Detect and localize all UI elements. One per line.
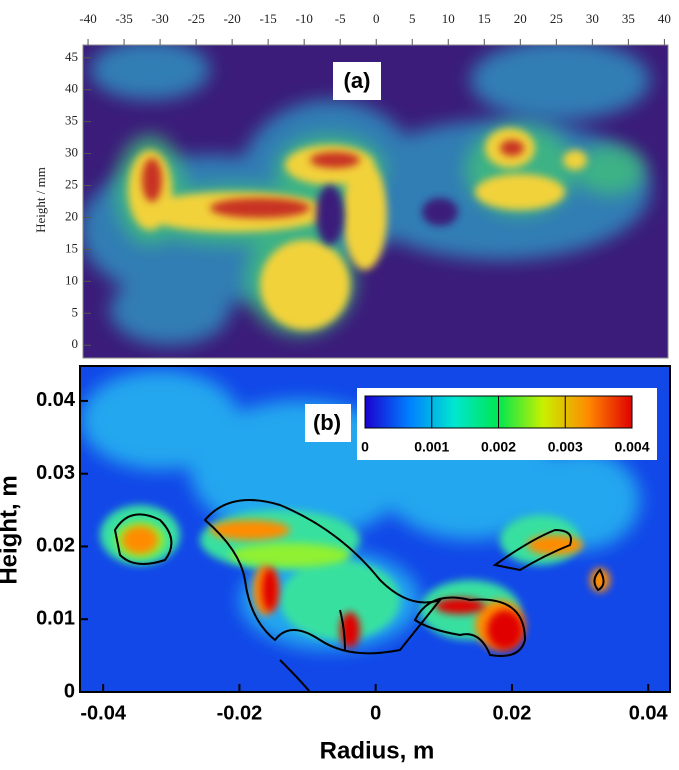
panel-label: (a) [344,68,371,93]
colorbar-tick-label: 0.002 [481,439,516,455]
x-tick-label: -10 [296,11,313,26]
panel-b-label-box [305,404,351,442]
x-tick-label: -35 [115,11,132,26]
y-axis-label: Height, m [0,475,22,584]
x-tick-label: 30 [586,11,599,26]
x-tick-label: -20 [223,11,240,26]
x-tick-label: -5 [335,11,346,26]
y-tick-label: 0.04 [36,389,76,411]
x-tick-label: -40 [79,11,96,26]
x-tick-label: 20 [514,11,527,26]
x-tick-label: 0.04 [629,702,669,724]
y-axis-label: Height / mm [33,167,48,233]
x-tick-label: -0.02 [217,702,263,724]
x-tick-label: -15 [259,11,276,26]
x-tick-label: 10 [442,11,455,26]
x-tick-label: 15 [478,11,491,26]
colorbar-tick-label: 0.001 [414,439,449,455]
colorbar-tick-label: 0.004 [614,439,649,455]
colorbar-tick-label: 0 [361,439,369,455]
y-tick-label: 20 [65,208,78,223]
y-tick-label: 35 [65,113,78,128]
y-tick-label: 10 [65,272,78,287]
x-tick-label: -30 [151,11,168,26]
x-tick-label: -25 [187,11,204,26]
y-tick-label: 25 [65,177,78,192]
y-tick-label: 0.02 [36,535,75,557]
y-tick-label: 0.03 [36,462,75,484]
panel-a-frame [82,44,669,359]
x-axis-label: Radius, m [320,737,435,764]
x-tick-label: 0.02 [492,702,531,724]
x-tick-label: 40 [658,11,671,26]
x-tick-label: 25 [550,11,563,26]
x-tick-label: 5 [409,11,416,26]
x-tick-label: -0.04 [80,702,126,724]
panel-label: (b) [313,410,341,435]
y-tick-label: 0.01 [36,608,75,630]
x-tick-label: 0 [373,11,380,26]
colorbar-tick-label: 0.003 [548,439,583,455]
y-tick-label: 30 [65,145,78,160]
panel-a-label-box [333,62,381,100]
y-tick-label: 40 [65,81,78,96]
x-tick-label: 0 [370,702,381,724]
y-tick-label: 0 [64,680,75,702]
y-tick-label: 0 [72,336,79,351]
x-tick-label: 35 [622,11,635,26]
y-tick-label: 15 [65,240,78,255]
y-tick-label: 5 [72,304,79,319]
y-tick-label: 45 [65,49,78,64]
